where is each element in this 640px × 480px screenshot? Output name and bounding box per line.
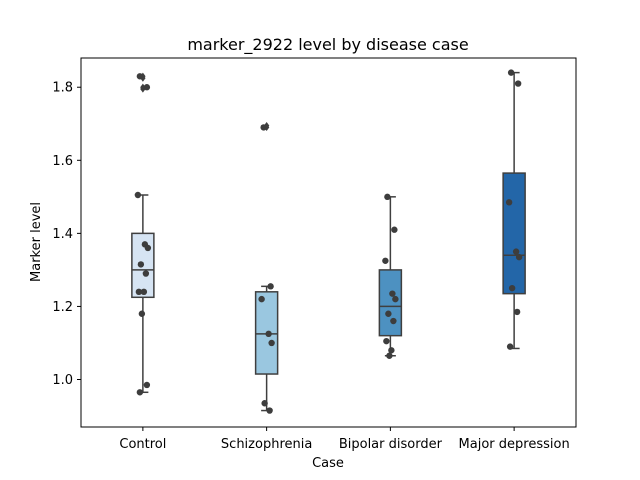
data-point (392, 295, 399, 303)
data-point (266, 407, 273, 414)
data-point (515, 253, 523, 261)
outlier-marker (140, 83, 146, 91)
data-point (267, 283, 274, 290)
data-point (382, 257, 389, 264)
data-point (514, 80, 522, 87)
data-point (385, 310, 392, 317)
data-point (140, 288, 148, 296)
y-tick-label: 1.4 (52, 227, 73, 242)
plot-area (131, 69, 526, 414)
data-point (143, 381, 151, 389)
box-group (254, 121, 279, 412)
data-point (144, 244, 152, 252)
data-point (391, 226, 398, 233)
axes-frame (80, 57, 577, 428)
x-tick-label: Control (119, 437, 166, 452)
box-iqr (378, 269, 403, 337)
y-tick-label: 1.8 (52, 81, 73, 96)
data-point (261, 400, 268, 407)
data-point (136, 73, 144, 80)
data-point (384, 193, 391, 201)
data-point (258, 295, 265, 303)
x-tick-label: Schizophrenia (221, 437, 312, 452)
data-point (505, 199, 513, 206)
data-point (512, 248, 520, 255)
x-axis-title: Case (312, 456, 344, 471)
data-point (137, 261, 145, 268)
chart-title: marker_2922 level by disease case (187, 35, 468, 55)
data-point (136, 389, 144, 396)
data-point (507, 69, 515, 76)
data-point (388, 347, 395, 354)
y-tick-label: 1.0 (52, 373, 73, 388)
x-tick-label: Major depression (459, 437, 570, 452)
data-point (260, 124, 267, 131)
data-point (389, 290, 396, 297)
data-point (506, 343, 514, 350)
x-axis: Control Schizophrenia Bipolar disorder Majo… (119, 427, 570, 452)
data-point (386, 352, 393, 359)
box-group (378, 196, 403, 357)
y-tick-label: 1.2 (52, 300, 73, 315)
y-tick-label: 1.6 (52, 154, 73, 169)
data-point (134, 191, 142, 199)
data-point (513, 308, 521, 316)
y-axis: 1.0 1.2 1.4 1.6 1.8 (52, 81, 81, 388)
box-group (131, 72, 155, 394)
data-point (138, 310, 146, 317)
data-point (265, 330, 272, 338)
data-point (143, 84, 151, 91)
box-group (502, 71, 526, 350)
x-tick-label: Bipolar disorder (339, 437, 443, 452)
data-point (383, 337, 390, 345)
data-point (135, 288, 143, 296)
data-point (142, 270, 150, 277)
data-point (390, 317, 397, 325)
data-point (508, 284, 516, 292)
box-iqr (502, 172, 526, 295)
data-point (268, 339, 275, 347)
y-axis-title: Marker level (29, 202, 44, 282)
